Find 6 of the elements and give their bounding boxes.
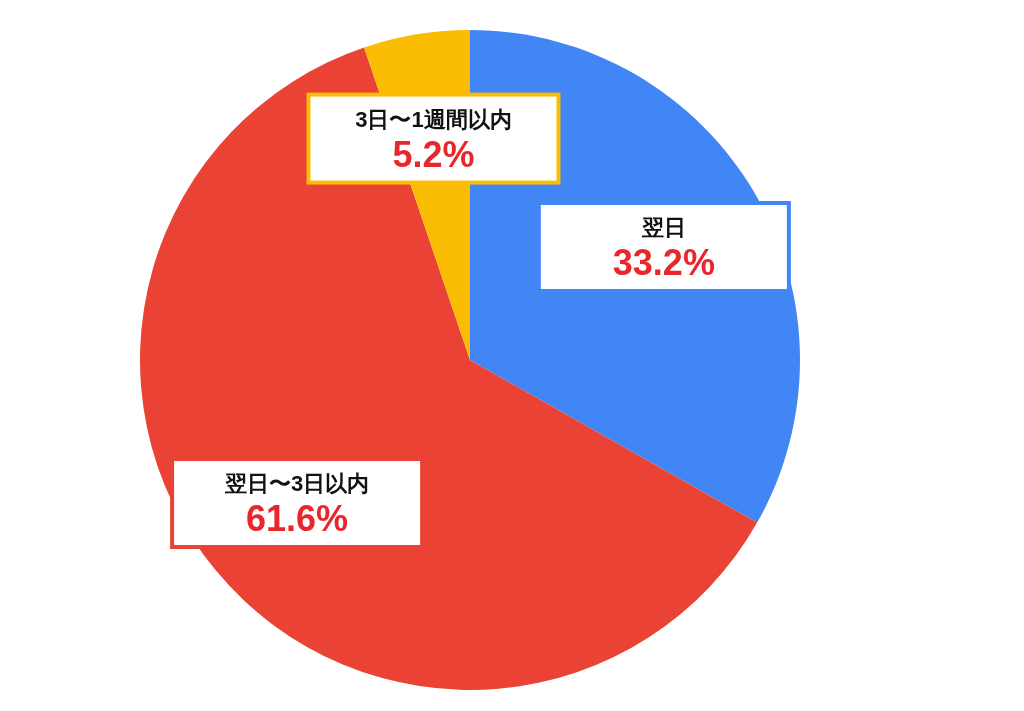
slice-label: 翌日〜3日以内 (223, 471, 370, 497)
slice-label: 翌日 (640, 214, 686, 240)
data-label: 33.2% (612, 241, 715, 283)
data-label: 5.2% (392, 133, 475, 175)
slice-label: 3日〜1週間以内 (355, 106, 512, 132)
data-label: 61.6% (246, 498, 349, 540)
